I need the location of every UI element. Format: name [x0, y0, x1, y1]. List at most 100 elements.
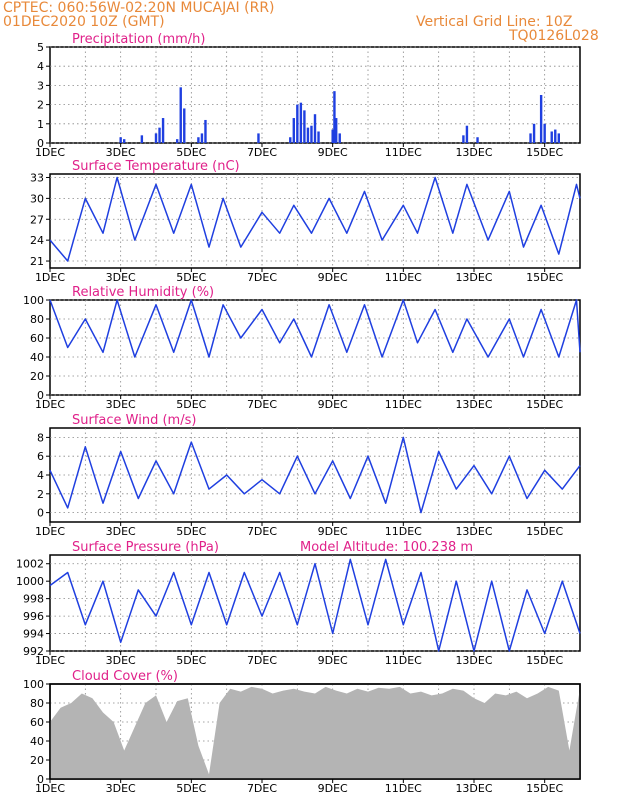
precip-bar: [331, 129, 334, 143]
x-tick-label: 3DEC: [106, 654, 136, 667]
x-tick-label: 15DEC: [526, 654, 563, 667]
precip-bar: [299, 102, 303, 143]
precip-bar: [303, 110, 306, 143]
plot-frame: [49, 173, 581, 269]
header: CPTEC: 060:56W-02:20N MUCAJAI (RR) 01DEC…: [0, 0, 618, 46]
precip-bar: [161, 118, 165, 143]
x-tick-label: 9DEC: [318, 398, 348, 411]
y-tick-label: 992: [23, 645, 44, 658]
x-tick-label: 13DEC: [455, 782, 492, 795]
x-tick-label: 5DEC: [176, 525, 206, 538]
precip-bar: [335, 118, 338, 143]
y-tick-label: 100: [23, 294, 44, 307]
x-tick-label: 15DEC: [526, 271, 563, 284]
precip-bar: [313, 114, 317, 143]
panel-title: Surface Wind (m/s): [72, 413, 196, 428]
panel-title: Precipitation (mm/h): [72, 32, 205, 47]
y-tick-label: 27: [30, 213, 44, 226]
x-tick-label: 15DEC: [526, 782, 563, 795]
precip-bar: [476, 137, 479, 143]
precip-bar: [123, 139, 126, 143]
y-tick-label: 24: [30, 234, 44, 247]
y-tick-label: 0: [37, 773, 44, 786]
precip-bar: [338, 133, 341, 143]
panel-3: 0 20 40 60 80 100 1DEC 3DEC 5DEC 7DEC 9DEC 11DEC 13D…: [23, 285, 581, 411]
x-tick-label: 1DEC: [35, 525, 65, 538]
y-tick-label: 20: [30, 754, 44, 767]
precip-bar: [204, 119, 207, 143]
precip-bar: [550, 131, 553, 143]
plot-frame: [49, 683, 581, 780]
y-tick-label: 994: [23, 628, 44, 641]
plot-frame: [49, 554, 581, 652]
y-tick-label: 20: [30, 370, 44, 383]
x-tick-label: 7DEC: [247, 782, 277, 795]
x-tick-label: 11DEC: [385, 525, 422, 538]
x-tick-label: 3DEC: [106, 271, 136, 284]
precip-bar: [154, 133, 158, 143]
x-tick-label: 11DEC: [385, 654, 422, 667]
precip-bar: [310, 125, 313, 143]
series-line: [49, 436, 581, 514]
panel-title: Cloud Cover (%): [72, 669, 178, 684]
x-tick-label: 7DEC: [247, 398, 277, 411]
precip-bar: [529, 133, 532, 143]
x-tick-label: 9DEC: [318, 271, 348, 284]
y-tick-label: 40: [30, 735, 44, 748]
y-tick-label: 2: [37, 99, 44, 112]
x-tick-label: 13DEC: [455, 146, 492, 159]
precip-bar: [197, 137, 200, 143]
x-tick-label: 3DEC: [106, 398, 136, 411]
grid-note: Vertical Grid Line: 10Z: [416, 14, 573, 30]
x-tick-label: 1DEC: [35, 398, 65, 411]
y-tick-label: 100: [23, 678, 44, 691]
x-tick-label: 13DEC: [455, 525, 492, 538]
station-title: CPTEC: 060:56W-02:20N MUCAJAI (RR): [3, 0, 275, 16]
panel-1: 0 1 2 3 4 5 1DEC 3DEC 5DEC 7DEC 9DEC 11DEC 13DEC 15DE…: [35, 32, 581, 159]
y-tick-label: 21: [30, 255, 44, 268]
precip-bar: [317, 131, 320, 143]
panel-title: Surface Pressure (hPa): [72, 540, 219, 555]
y-tick-label: 60: [30, 332, 44, 345]
y-tick-label: 0: [37, 137, 44, 150]
y-tick-label: 0: [37, 507, 44, 520]
y-tick-label: 998: [23, 593, 44, 606]
x-tick-label: 5DEC: [176, 782, 206, 795]
precip-bar: [183, 108, 186, 143]
y-tick-label: 30: [30, 192, 44, 205]
x-tick-label: 11DEC: [385, 398, 422, 411]
y-tick-label: 33: [30, 171, 44, 184]
x-tick-label: 15DEC: [526, 398, 563, 411]
precip-bar: [200, 133, 204, 143]
precip-bar: [333, 91, 336, 143]
precip-bar: [554, 129, 557, 143]
x-tick-label: 1DEC: [35, 782, 65, 795]
precip-bar: [179, 87, 182, 143]
precip-bar: [532, 123, 536, 143]
y-tick-label: 996: [23, 610, 44, 623]
y-tick-label: 1002: [16, 558, 44, 571]
precip-bar: [465, 125, 469, 143]
y-tick-label: 60: [30, 716, 44, 729]
precip-bar: [306, 127, 310, 143]
x-tick-label: 15DEC: [526, 146, 563, 159]
y-tick-label: 6: [37, 450, 44, 463]
cloud-area: [50, 686, 580, 779]
precip-bar: [176, 139, 179, 143]
x-tick-label: 7DEC: [247, 271, 277, 284]
x-tick-label: 11DEC: [385, 146, 422, 159]
x-tick-label: 5DEC: [176, 398, 206, 411]
precip-bar: [557, 133, 560, 143]
x-tick-label: 3DEC: [106, 782, 136, 795]
x-tick-label: 9DEC: [318, 525, 348, 538]
x-tick-label: 11DEC: [385, 271, 422, 284]
x-tick-label: 13DEC: [455, 654, 492, 667]
x-tick-label: 3DEC: [106, 146, 136, 159]
panel-5: 992 994 996 998 1000 1002 1DEC 3DEC 5DEC 7DEC 9DEC…: [16, 540, 581, 667]
x-tick-label: 7DEC: [247, 146, 277, 159]
y-tick-label: 3: [37, 79, 44, 92]
precip-bar: [292, 118, 295, 143]
precip-bar: [543, 123, 546, 143]
precip-bar: [140, 135, 144, 143]
x-tick-label: 1DEC: [35, 271, 65, 284]
